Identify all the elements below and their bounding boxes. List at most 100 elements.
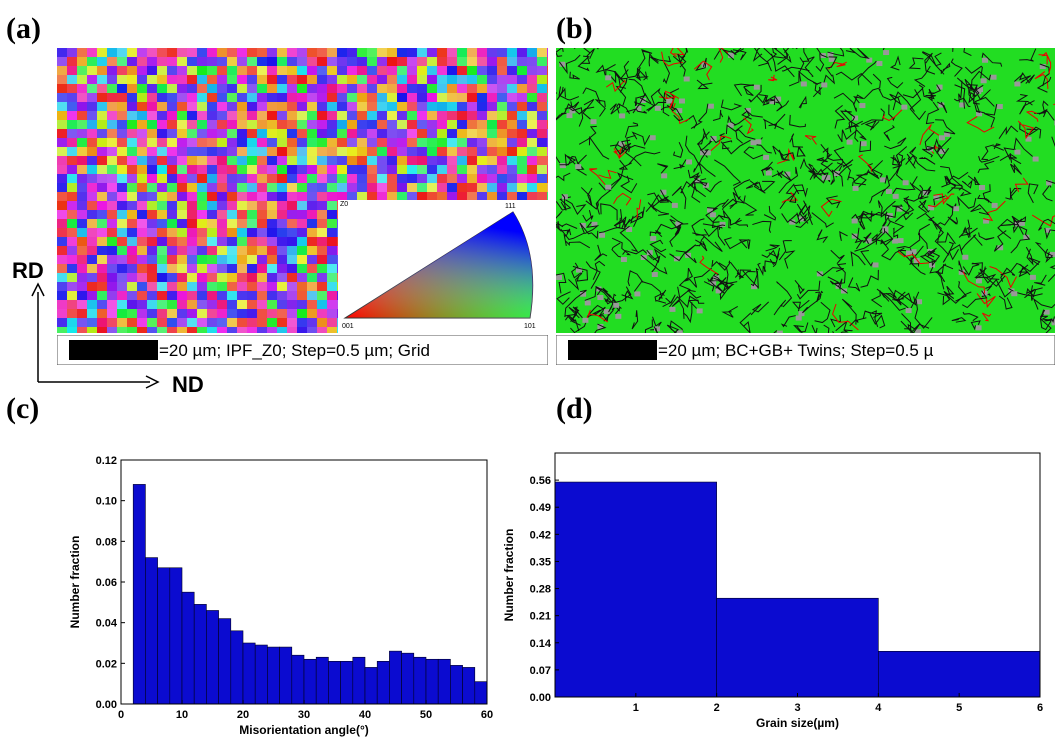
grain (307, 300, 318, 310)
grain (117, 57, 128, 67)
grain (447, 66, 458, 76)
grain (227, 75, 238, 85)
grain (87, 183, 98, 193)
grain (467, 129, 478, 139)
grain (107, 246, 118, 256)
boundary (804, 135, 817, 145)
grain (97, 57, 108, 67)
boundary (687, 169, 701, 187)
grain (207, 264, 218, 274)
grain (117, 282, 128, 292)
boundary (595, 63, 616, 76)
boundary (613, 192, 632, 206)
grain (477, 165, 488, 175)
grain (187, 273, 198, 283)
grain (1029, 274, 1036, 280)
grain (147, 156, 158, 166)
grain (147, 273, 158, 283)
grain (666, 98, 673, 104)
grain (337, 48, 348, 58)
grain (57, 273, 68, 283)
grain (197, 318, 208, 328)
grain (57, 210, 68, 220)
grain (367, 75, 378, 85)
grain (896, 206, 903, 212)
grain (437, 165, 448, 175)
grain (197, 273, 208, 283)
grain (67, 156, 78, 166)
grain (307, 111, 318, 121)
boundary (564, 289, 587, 318)
grain (751, 284, 758, 290)
grain (267, 66, 278, 76)
grain (287, 111, 298, 121)
boundary (711, 221, 726, 229)
grain (167, 75, 178, 85)
grain (187, 111, 198, 121)
grain (497, 156, 508, 166)
grain (177, 228, 188, 238)
grain (267, 138, 278, 148)
grain (547, 111, 548, 121)
grain (287, 237, 298, 247)
grain (217, 300, 228, 310)
grain (217, 237, 228, 247)
grain (67, 327, 78, 333)
grain (297, 282, 308, 292)
grain (297, 147, 308, 157)
grain (267, 75, 278, 85)
grain (755, 139, 762, 145)
panel-label: (a) (6, 12, 41, 45)
grain (107, 309, 118, 319)
grain (207, 291, 218, 301)
grain (297, 246, 308, 256)
grain (467, 174, 478, 184)
grain (387, 138, 398, 148)
ipf-legend: Z0 111 001 101 (338, 200, 548, 333)
grain (753, 84, 760, 90)
boundary (849, 317, 867, 327)
grain (517, 183, 528, 193)
grain (187, 264, 198, 274)
boundary (861, 108, 885, 125)
grain (885, 188, 892, 194)
grain (247, 219, 258, 229)
bar (242, 642, 256, 705)
grain (237, 147, 248, 157)
bar (315, 656, 329, 705)
boundary (564, 315, 581, 326)
grain (107, 210, 118, 220)
boundary (725, 124, 743, 144)
grain (157, 120, 168, 130)
boundary (1019, 72, 1032, 84)
grain (307, 192, 318, 202)
grain (317, 273, 328, 283)
grain (187, 246, 198, 256)
grain (397, 93, 408, 103)
grain (77, 138, 88, 148)
boundary (968, 88, 980, 104)
grain (217, 147, 228, 157)
grain (437, 48, 448, 58)
grain (127, 129, 138, 139)
bar (554, 481, 717, 698)
grain (167, 291, 178, 301)
grain (1011, 291, 1018, 297)
grain (477, 183, 488, 193)
grain (117, 156, 128, 166)
grain (97, 102, 108, 112)
grain (487, 84, 498, 94)
grain (137, 255, 148, 265)
boundary (585, 200, 599, 210)
grain (87, 174, 98, 184)
grain (127, 156, 138, 166)
grain (910, 249, 917, 255)
grain (207, 156, 218, 166)
grain (287, 120, 298, 130)
grain (137, 66, 148, 76)
boundary (768, 113, 786, 130)
grain (87, 93, 98, 103)
boundary (958, 80, 963, 103)
grain (437, 138, 448, 148)
grain (197, 201, 208, 211)
